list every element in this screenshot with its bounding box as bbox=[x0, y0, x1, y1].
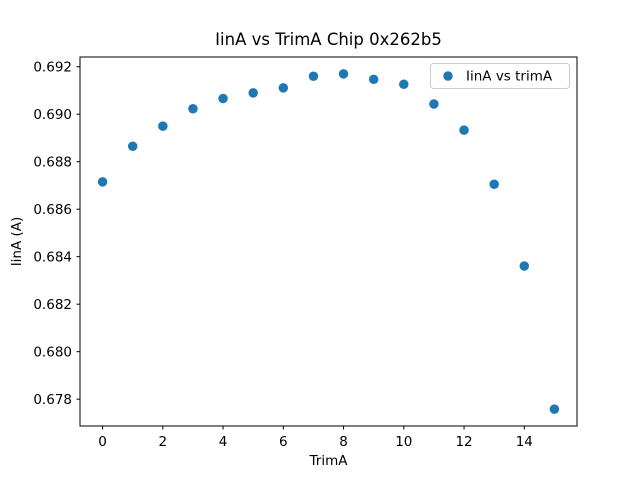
data-point bbox=[549, 404, 560, 414]
data-point bbox=[368, 74, 379, 85]
data-point bbox=[338, 69, 349, 79]
x-tick-label: 4 bbox=[219, 434, 228, 450]
data-point bbox=[97, 177, 108, 187]
data-point bbox=[158, 121, 168, 131]
legend-marker-icon bbox=[443, 71, 453, 81]
y-axis-ticks: 0.678 0.680 0.682 0.684 0.686 0.688 0.690 0.692 bbox=[33, 59, 80, 408]
data-point bbox=[429, 99, 439, 109]
y-axis-label: IinA (A) bbox=[9, 217, 25, 267]
y-tick-label: 0.692 bbox=[33, 59, 72, 75]
plot-border bbox=[79, 56, 578, 427]
x-tick-label: 2 bbox=[159, 434, 168, 450]
data-point bbox=[278, 83, 289, 93]
legend: IinA vs trimA bbox=[430, 63, 570, 89]
data-point bbox=[459, 125, 469, 135]
x-tick-label: 10 bbox=[395, 434, 412, 450]
y-tick-label: 0.682 bbox=[33, 297, 72, 313]
legend-label: IinA vs trimA bbox=[466, 69, 553, 85]
scatter-points bbox=[97, 69, 560, 414]
plot-spines bbox=[79, 56, 578, 427]
y-tick-label: 0.680 bbox=[33, 344, 72, 360]
y-tick-label: 0.678 bbox=[33, 392, 72, 408]
data-point bbox=[188, 104, 198, 114]
y-tick-label: 0.686 bbox=[33, 202, 72, 218]
data-point bbox=[519, 261, 530, 271]
x-tick-label: 6 bbox=[279, 434, 288, 450]
y-tick-label: 0.690 bbox=[33, 107, 72, 123]
x-axis-ticks: 0 2 4 6 8 10 12 14 bbox=[98, 426, 533, 450]
data-point bbox=[308, 71, 319, 81]
data-point bbox=[489, 179, 499, 190]
x-tick-label: 14 bbox=[516, 434, 533, 450]
x-tick-label: 0 bbox=[98, 434, 107, 450]
data-point bbox=[218, 93, 228, 104]
y-tick-label: 0.684 bbox=[33, 249, 72, 265]
data-point bbox=[399, 79, 409, 90]
x-axis-label: TrimA bbox=[309, 453, 349, 469]
x-tick-label: 8 bbox=[339, 434, 348, 450]
y-tick-label: 0.688 bbox=[33, 154, 72, 170]
chart-title: IinA vs TrimA Chip 0x262b5 bbox=[215, 30, 442, 49]
data-point bbox=[248, 88, 258, 98]
legend-box bbox=[430, 63, 570, 89]
x-tick-label: 12 bbox=[455, 434, 472, 450]
data-point bbox=[127, 141, 138, 152]
